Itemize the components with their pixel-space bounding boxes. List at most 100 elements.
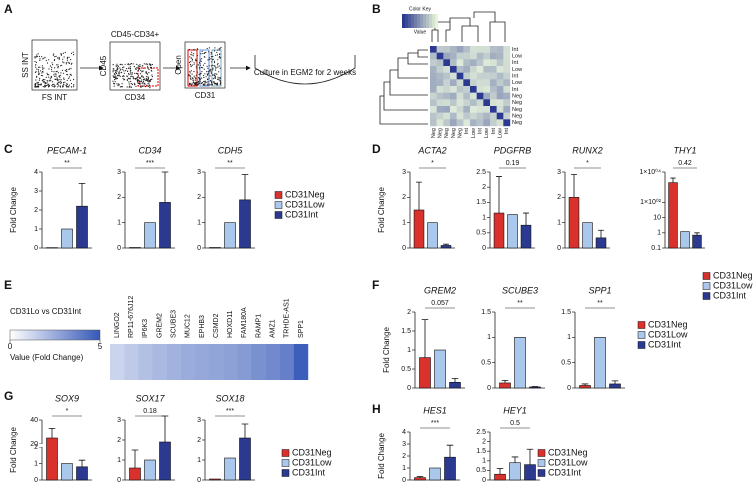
heatmap-cell bbox=[443, 79, 451, 87]
heatmap-cell bbox=[443, 99, 451, 107]
heatmap-cell bbox=[430, 86, 437, 93]
axis-label: CD31 bbox=[195, 91, 216, 100]
heatmap-cell bbox=[450, 52, 457, 60]
dot bbox=[116, 63, 118, 65]
heatmap-cell bbox=[463, 52, 471, 60]
y-tick-label: 2 bbox=[407, 309, 411, 316]
dot bbox=[206, 73, 208, 75]
panel-label: C bbox=[4, 142, 13, 156]
dot bbox=[216, 73, 218, 75]
heatmap-cell bbox=[430, 119, 437, 127]
dot bbox=[219, 80, 221, 82]
dot bbox=[60, 72, 62, 74]
colorbar bbox=[9, 329, 101, 341]
dot bbox=[137, 79, 139, 82]
dot bbox=[192, 81, 195, 84]
dot bbox=[148, 80, 150, 82]
dot bbox=[37, 82, 40, 84]
dot bbox=[42, 68, 44, 70]
dot bbox=[113, 68, 115, 70]
dot bbox=[38, 66, 40, 68]
dot bbox=[66, 83, 68, 85]
dot bbox=[128, 74, 130, 76]
dot bbox=[55, 73, 57, 75]
dot bbox=[147, 64, 149, 66]
dot bbox=[192, 55, 194, 57]
bar bbox=[507, 214, 518, 249]
dot bbox=[53, 53, 55, 55]
dot bbox=[66, 70, 68, 72]
y-tick-label: 1.5 bbox=[481, 309, 491, 316]
key-cell bbox=[432, 14, 435, 28]
dot bbox=[56, 77, 58, 79]
dot bbox=[48, 76, 50, 78]
legend-swatch bbox=[274, 201, 283, 209]
axis-label: FS INT bbox=[42, 93, 67, 102]
dot bbox=[206, 65, 208, 67]
dot bbox=[57, 67, 59, 69]
dot bbox=[112, 71, 114, 73]
dot bbox=[70, 82, 73, 85]
axis-label: CD45 bbox=[99, 55, 108, 76]
dot bbox=[63, 62, 65, 64]
col-label: Low bbox=[471, 128, 477, 138]
dot bbox=[120, 86, 122, 88]
dot bbox=[119, 86, 121, 88]
dot bbox=[128, 67, 130, 69]
dot bbox=[212, 67, 214, 69]
dot bbox=[39, 59, 41, 61]
dot bbox=[136, 76, 138, 79]
dot bbox=[130, 69, 132, 71]
y-tick-label: 0 bbox=[567, 385, 571, 392]
dot bbox=[189, 64, 192, 66]
dot bbox=[137, 66, 139, 68]
bar bbox=[440, 245, 452, 249]
dot bbox=[48, 74, 50, 76]
chart-title: SPP1 bbox=[588, 285, 611, 295]
heatmap-cell bbox=[456, 99, 464, 107]
dot bbox=[67, 61, 69, 63]
dot bbox=[62, 86, 64, 88]
dot bbox=[51, 81, 54, 83]
dot bbox=[190, 53, 192, 56]
dot bbox=[118, 74, 120, 77]
dot bbox=[146, 79, 149, 81]
dot bbox=[130, 63, 132, 65]
dot bbox=[38, 55, 41, 58]
dot bbox=[38, 73, 40, 76]
dot bbox=[141, 65, 143, 67]
bar bbox=[76, 205, 88, 249]
key-label: Value bbox=[414, 29, 427, 35]
bar bbox=[429, 467, 441, 481]
dot bbox=[198, 79, 200, 81]
dot bbox=[214, 75, 216, 77]
legend-label: CD31Int bbox=[285, 209, 319, 219]
dot bbox=[200, 66, 202, 69]
dot bbox=[130, 86, 132, 88]
dot bbox=[35, 61, 38, 64]
significance-label: * bbox=[586, 160, 589, 167]
dot bbox=[207, 67, 209, 69]
y-tick-label: 4 bbox=[402, 429, 406, 436]
dot bbox=[144, 79, 146, 81]
y-tick-label: 1 bbox=[402, 465, 406, 472]
heatmap-cell bbox=[496, 99, 504, 107]
heatmap-cell bbox=[456, 79, 464, 87]
heatmap-cell bbox=[470, 86, 477, 93]
heatmap-cell bbox=[430, 99, 437, 107]
heatmap-cell bbox=[496, 106, 504, 113]
dot bbox=[36, 81, 38, 83]
heatmap-cell bbox=[456, 92, 464, 100]
y-tick-label: 1 bbox=[657, 230, 661, 237]
y-tick-label: 0 bbox=[402, 245, 406, 252]
dot bbox=[50, 77, 52, 79]
bar bbox=[61, 228, 73, 249]
dot bbox=[196, 71, 199, 73]
significance-label: 0.19 bbox=[506, 160, 520, 167]
y-tick-label: 0 bbox=[117, 245, 121, 252]
dot bbox=[204, 62, 206, 64]
dot bbox=[209, 84, 211, 86]
heatmap-cell bbox=[496, 92, 504, 100]
error-bar bbox=[526, 448, 534, 465]
bar bbox=[582, 222, 593, 249]
